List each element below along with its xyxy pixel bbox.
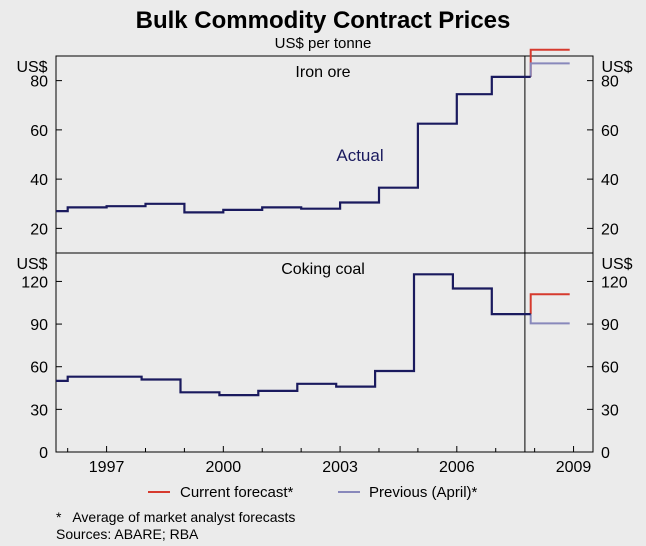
x-tick-label: 1997: [89, 459, 125, 476]
y-tick-label-right: 60: [601, 123, 619, 140]
y-tick-label-right: 40: [601, 172, 619, 189]
x-tick-label: 2000: [206, 459, 242, 476]
actual-annotation: Actual: [336, 146, 383, 165]
y-unit-label-left: US$: [16, 59, 47, 76]
series-line-actual-coking-coal: [56, 273, 531, 397]
y-tick-label-right: 20: [601, 221, 619, 238]
x-tick-label: 2003: [322, 459, 358, 476]
x-tick-label: 2006: [439, 459, 475, 476]
panel-title-coking-coal: Coking coal: [281, 261, 365, 278]
panel-title-iron-ore: Iron ore: [295, 64, 350, 81]
y-tick-label-right: 90: [601, 317, 619, 334]
y-tick-label-left: 90: [30, 317, 48, 334]
y-unit-label-right: US$: [601, 256, 632, 273]
y-tick-label-right: 30: [601, 402, 619, 419]
chart-subtitle: US$ per tonne: [275, 35, 372, 52]
y-tick-label-left: 30: [30, 402, 48, 419]
chart-title: Bulk Commodity Contract Prices: [136, 7, 511, 34]
y-tick-label-right: 120: [601, 274, 628, 291]
series-iron-ore: [56, 48, 570, 214]
y-tick-label-right: 80: [601, 74, 619, 91]
panel-iron-ore: Iron ore US$ US$ Actual 20 20 40 40 60 60 80 80: [16, 48, 633, 239]
y-unit-label-right: US$: [601, 59, 632, 76]
y-tick-label-left: 60: [30, 123, 48, 140]
y-tick-label-left: 40: [30, 172, 48, 189]
y-tick-label-right: 60: [601, 360, 619, 377]
y-tick-label-left: 0: [39, 445, 48, 462]
x-axis: 1997 2000 2003 2006 2009: [67, 446, 592, 476]
y-ticks-coking-coal: 0 0 30 30 60 60 90 90 120 120: [21, 274, 628, 462]
y-tick-label-left: 120: [21, 274, 48, 291]
x-tick-label: 2009: [556, 459, 592, 476]
panel-coking-coal: Coking coal US$ US$ 0 0 30 30 60 60 90 90 120 120: [16, 256, 632, 462]
series-line-previous-coking-coal: [529, 314, 570, 325]
legend-label-current-forecast: Current forecast*: [180, 484, 294, 501]
series-coking-coal: [56, 273, 570, 397]
legend: Current forecast* Previous (April)*: [148, 484, 478, 501]
y-tick-label-right: 0: [601, 445, 610, 462]
footnote: * Average of market analyst forecasts: [56, 509, 295, 525]
y-tick-label-left: 20: [30, 221, 48, 238]
y-tick-label-left: 60: [30, 360, 48, 377]
series-line-actual-iron-ore: [56, 75, 531, 214]
y-tick-label-left: 80: [30, 74, 48, 91]
sources: Sources: ABARE; RBA: [56, 526, 199, 542]
legend-label-previous-forecast: Previous (April)*: [369, 484, 478, 501]
y-unit-label-left: US$: [16, 256, 47, 273]
series-line-current-coking-coal: [529, 293, 570, 315]
y-ticks-iron-ore: 20 20 40 40 60 60 80 80: [30, 74, 619, 239]
series-line-previous-iron-ore: [529, 62, 570, 77]
plot-frame: [55, 55, 594, 453]
plot-border: [55, 55, 594, 453]
